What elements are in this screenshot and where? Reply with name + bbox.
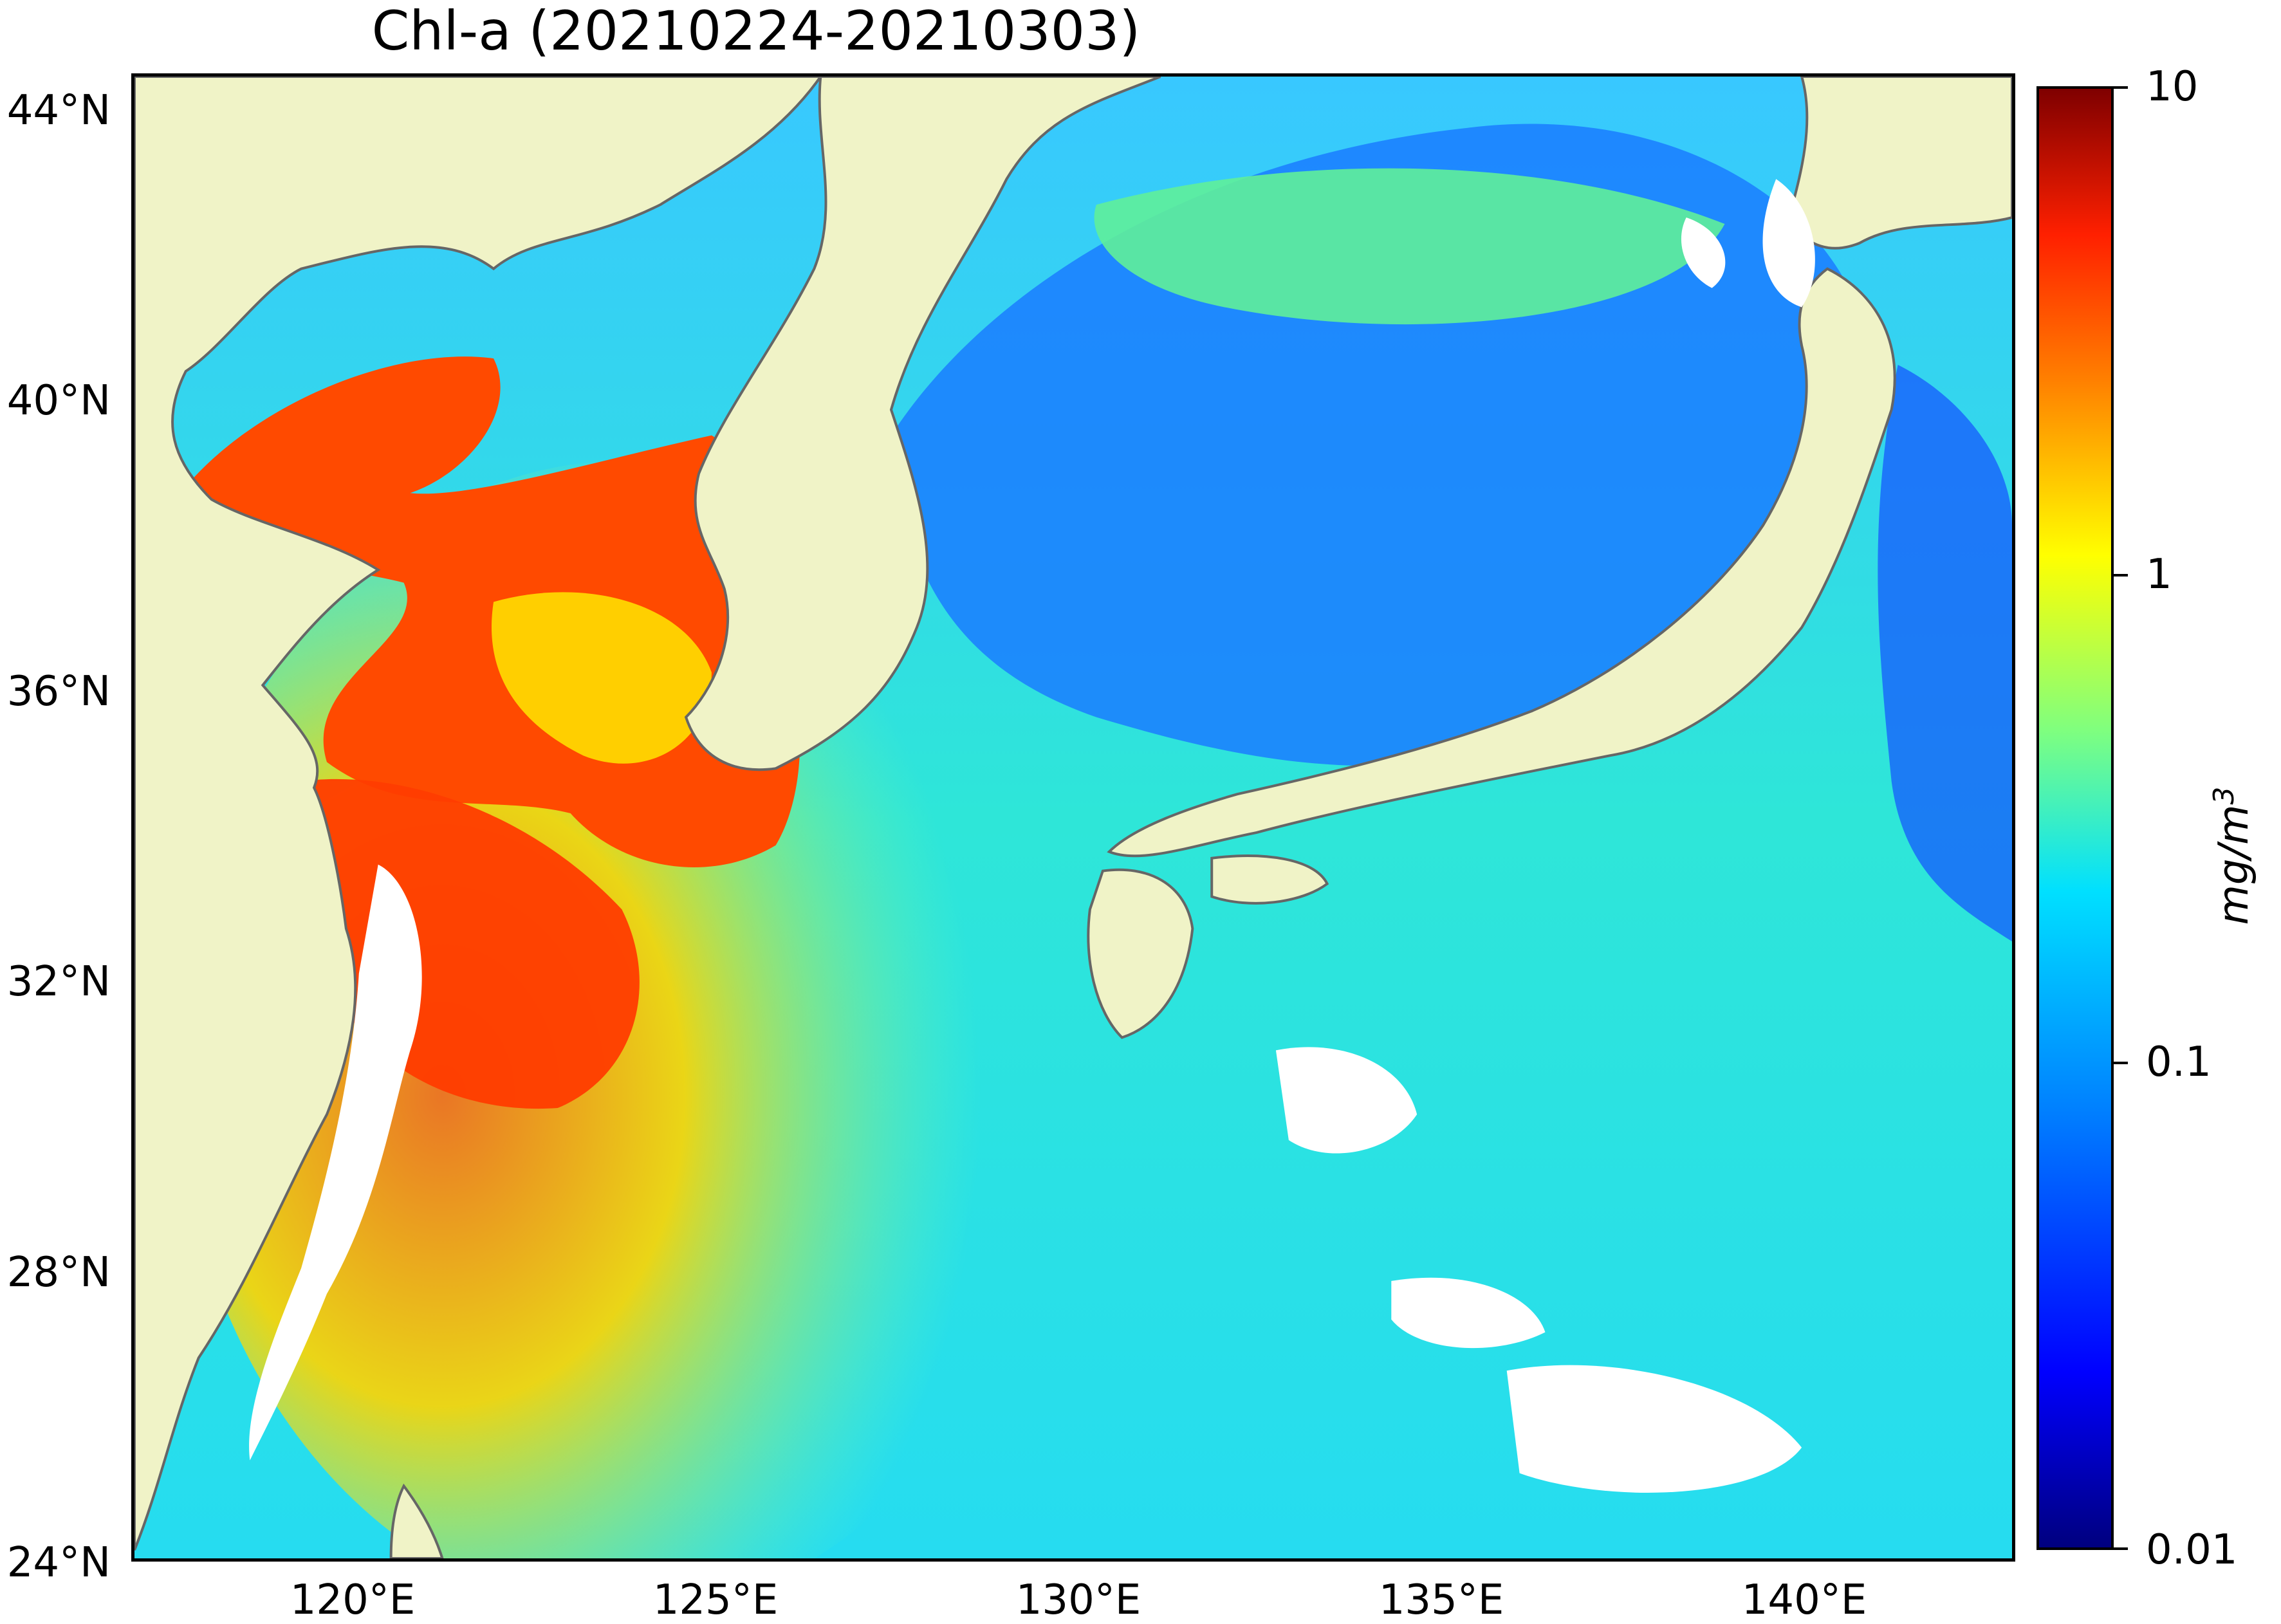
map-title: Chl-a (20210224-20210303) bbox=[371, 0, 1141, 62]
unit-exponent: 3 bbox=[2207, 786, 2240, 805]
cloud-patch bbox=[1391, 1277, 1546, 1349]
colorbar-unit: mg/m3 bbox=[2208, 787, 2258, 925]
lat-label: 40°N bbox=[6, 377, 111, 425]
colorbar-tick bbox=[2114, 1547, 2128, 1550]
land-kyushu bbox=[1087, 868, 1194, 1039]
lon-label: 120°E bbox=[290, 1576, 416, 1624]
lon-label: 130°E bbox=[1015, 1576, 1141, 1624]
colorbar-label: 10 bbox=[2146, 63, 2199, 111]
lat-label: 28°N bbox=[6, 1249, 111, 1296]
lat-label: 32°N bbox=[6, 958, 111, 1006]
colorbar-tick bbox=[2114, 86, 2128, 89]
unit-main: mg/m bbox=[2210, 804, 2258, 925]
colorbar-tick bbox=[2114, 574, 2128, 577]
cloud-patch bbox=[1506, 1365, 1802, 1493]
land-hokkaido bbox=[1787, 77, 2012, 250]
land-honshu bbox=[1107, 267, 1896, 858]
colorbar-label: 0.1 bbox=[2146, 1038, 2212, 1086]
colorbar-tick bbox=[2114, 1062, 2128, 1064]
lat-label: 24°N bbox=[6, 1539, 111, 1587]
land-korea bbox=[684, 77, 1161, 771]
map-canvas bbox=[134, 77, 2012, 1558]
sea-of-japan-north bbox=[1094, 168, 1725, 325]
chlorophyll-map bbox=[131, 73, 2015, 1562]
land-shikoku bbox=[1210, 854, 1329, 905]
lon-label: 135°E bbox=[1378, 1576, 1504, 1624]
cloud-patch bbox=[1681, 217, 1726, 288]
land-taiwan bbox=[389, 1483, 444, 1558]
lon-label: 125°E bbox=[652, 1576, 779, 1624]
land-china bbox=[134, 77, 822, 1551]
colorbar-label: 0.01 bbox=[2146, 1526, 2238, 1574]
colorbar-label: 1 bbox=[2146, 551, 2172, 598]
lon-label: 140°E bbox=[1741, 1576, 1867, 1624]
cloud-patch bbox=[1275, 1047, 1418, 1154]
cloud-patch bbox=[249, 864, 422, 1461]
cloud-patch bbox=[1762, 179, 1815, 308]
colorbar bbox=[2036, 86, 2114, 1550]
lat-label: 36°N bbox=[6, 668, 111, 715]
yellow-sea-center bbox=[491, 592, 712, 764]
lat-label: 44°N bbox=[6, 87, 111, 134]
kuroshio-east bbox=[1878, 365, 2012, 942]
